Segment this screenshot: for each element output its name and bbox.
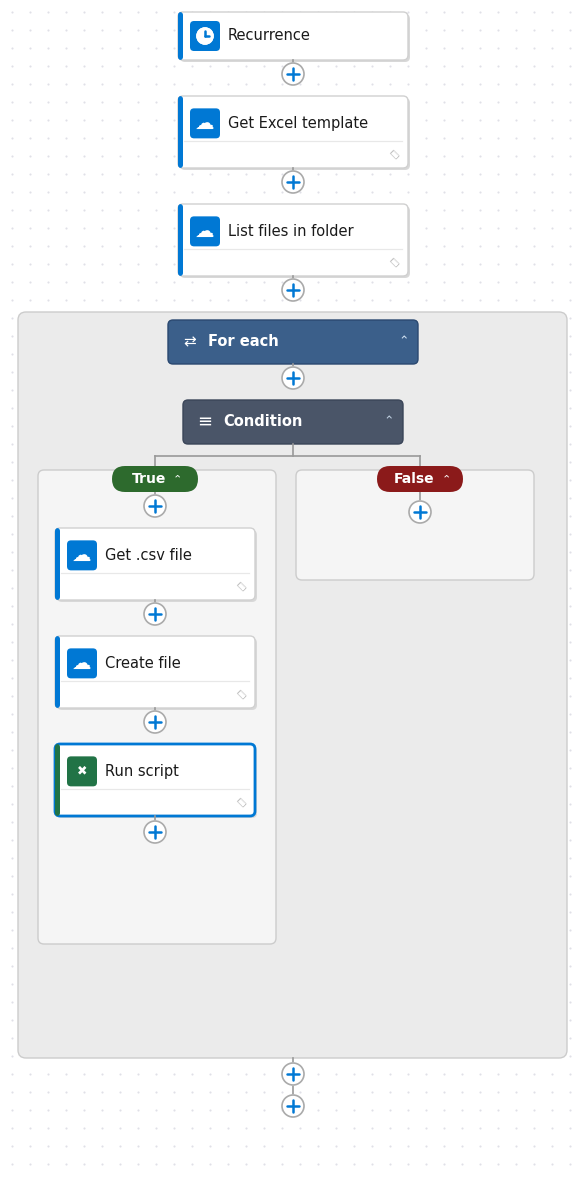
Circle shape [409,501,431,523]
Text: ⇄: ⇄ [184,335,197,349]
Text: ☁: ☁ [73,546,92,565]
FancyBboxPatch shape [180,98,410,170]
FancyBboxPatch shape [57,638,257,710]
FancyBboxPatch shape [57,531,257,602]
FancyBboxPatch shape [67,757,97,786]
FancyBboxPatch shape [178,204,183,276]
FancyBboxPatch shape [183,400,403,444]
FancyBboxPatch shape [178,12,183,60]
FancyBboxPatch shape [55,744,60,816]
Text: ☁: ☁ [195,114,215,133]
FancyBboxPatch shape [112,466,198,492]
FancyBboxPatch shape [168,320,418,364]
Text: ⛓: ⛓ [388,256,400,268]
Circle shape [282,367,304,389]
FancyBboxPatch shape [67,540,97,571]
Circle shape [282,279,304,301]
FancyBboxPatch shape [190,108,220,138]
FancyBboxPatch shape [178,95,408,167]
Circle shape [197,28,213,44]
Text: ⛓: ⛓ [388,149,400,159]
Text: Create file: Create file [105,656,181,671]
FancyBboxPatch shape [178,204,408,276]
Circle shape [282,1095,304,1117]
Text: Recurrence: Recurrence [228,28,311,44]
Text: ⌃: ⌃ [173,474,182,485]
FancyBboxPatch shape [180,14,410,62]
Circle shape [144,602,166,625]
FancyBboxPatch shape [190,217,220,246]
FancyBboxPatch shape [55,744,255,816]
Text: ☁: ☁ [195,222,215,241]
FancyBboxPatch shape [18,312,567,1058]
FancyBboxPatch shape [55,635,255,709]
Text: ⌃: ⌃ [399,336,410,349]
FancyBboxPatch shape [67,648,97,678]
FancyBboxPatch shape [55,528,60,600]
Circle shape [282,62,304,85]
Circle shape [282,1063,304,1085]
FancyBboxPatch shape [180,206,410,278]
FancyBboxPatch shape [57,746,257,818]
FancyBboxPatch shape [73,763,91,780]
Text: For each: For each [208,335,278,349]
Text: ≡: ≡ [198,413,212,432]
Circle shape [144,711,166,733]
FancyBboxPatch shape [296,470,534,580]
Text: True: True [132,472,166,486]
FancyBboxPatch shape [55,635,60,709]
Circle shape [282,171,304,193]
Text: List files in folder: List files in folder [228,224,353,239]
Text: ⛓: ⛓ [235,796,247,808]
Text: Run script: Run script [105,764,179,779]
Circle shape [144,821,166,843]
Circle shape [144,495,166,518]
Text: ⛓: ⛓ [235,580,247,591]
FancyBboxPatch shape [55,528,255,600]
Text: ⛓: ⛓ [235,689,247,699]
Text: False: False [394,472,434,486]
FancyBboxPatch shape [38,470,276,944]
Text: ⌃: ⌃ [441,474,450,485]
FancyBboxPatch shape [178,12,408,60]
FancyBboxPatch shape [178,95,183,167]
Text: Condition: Condition [223,415,302,429]
FancyBboxPatch shape [377,466,463,492]
Text: ⌃: ⌃ [384,415,394,428]
FancyBboxPatch shape [190,21,220,51]
Text: Get .csv file: Get .csv file [105,548,192,562]
Text: ✖: ✖ [77,765,87,778]
Text: Get Excel template: Get Excel template [228,116,368,131]
Text: ☁: ☁ [73,654,92,673]
